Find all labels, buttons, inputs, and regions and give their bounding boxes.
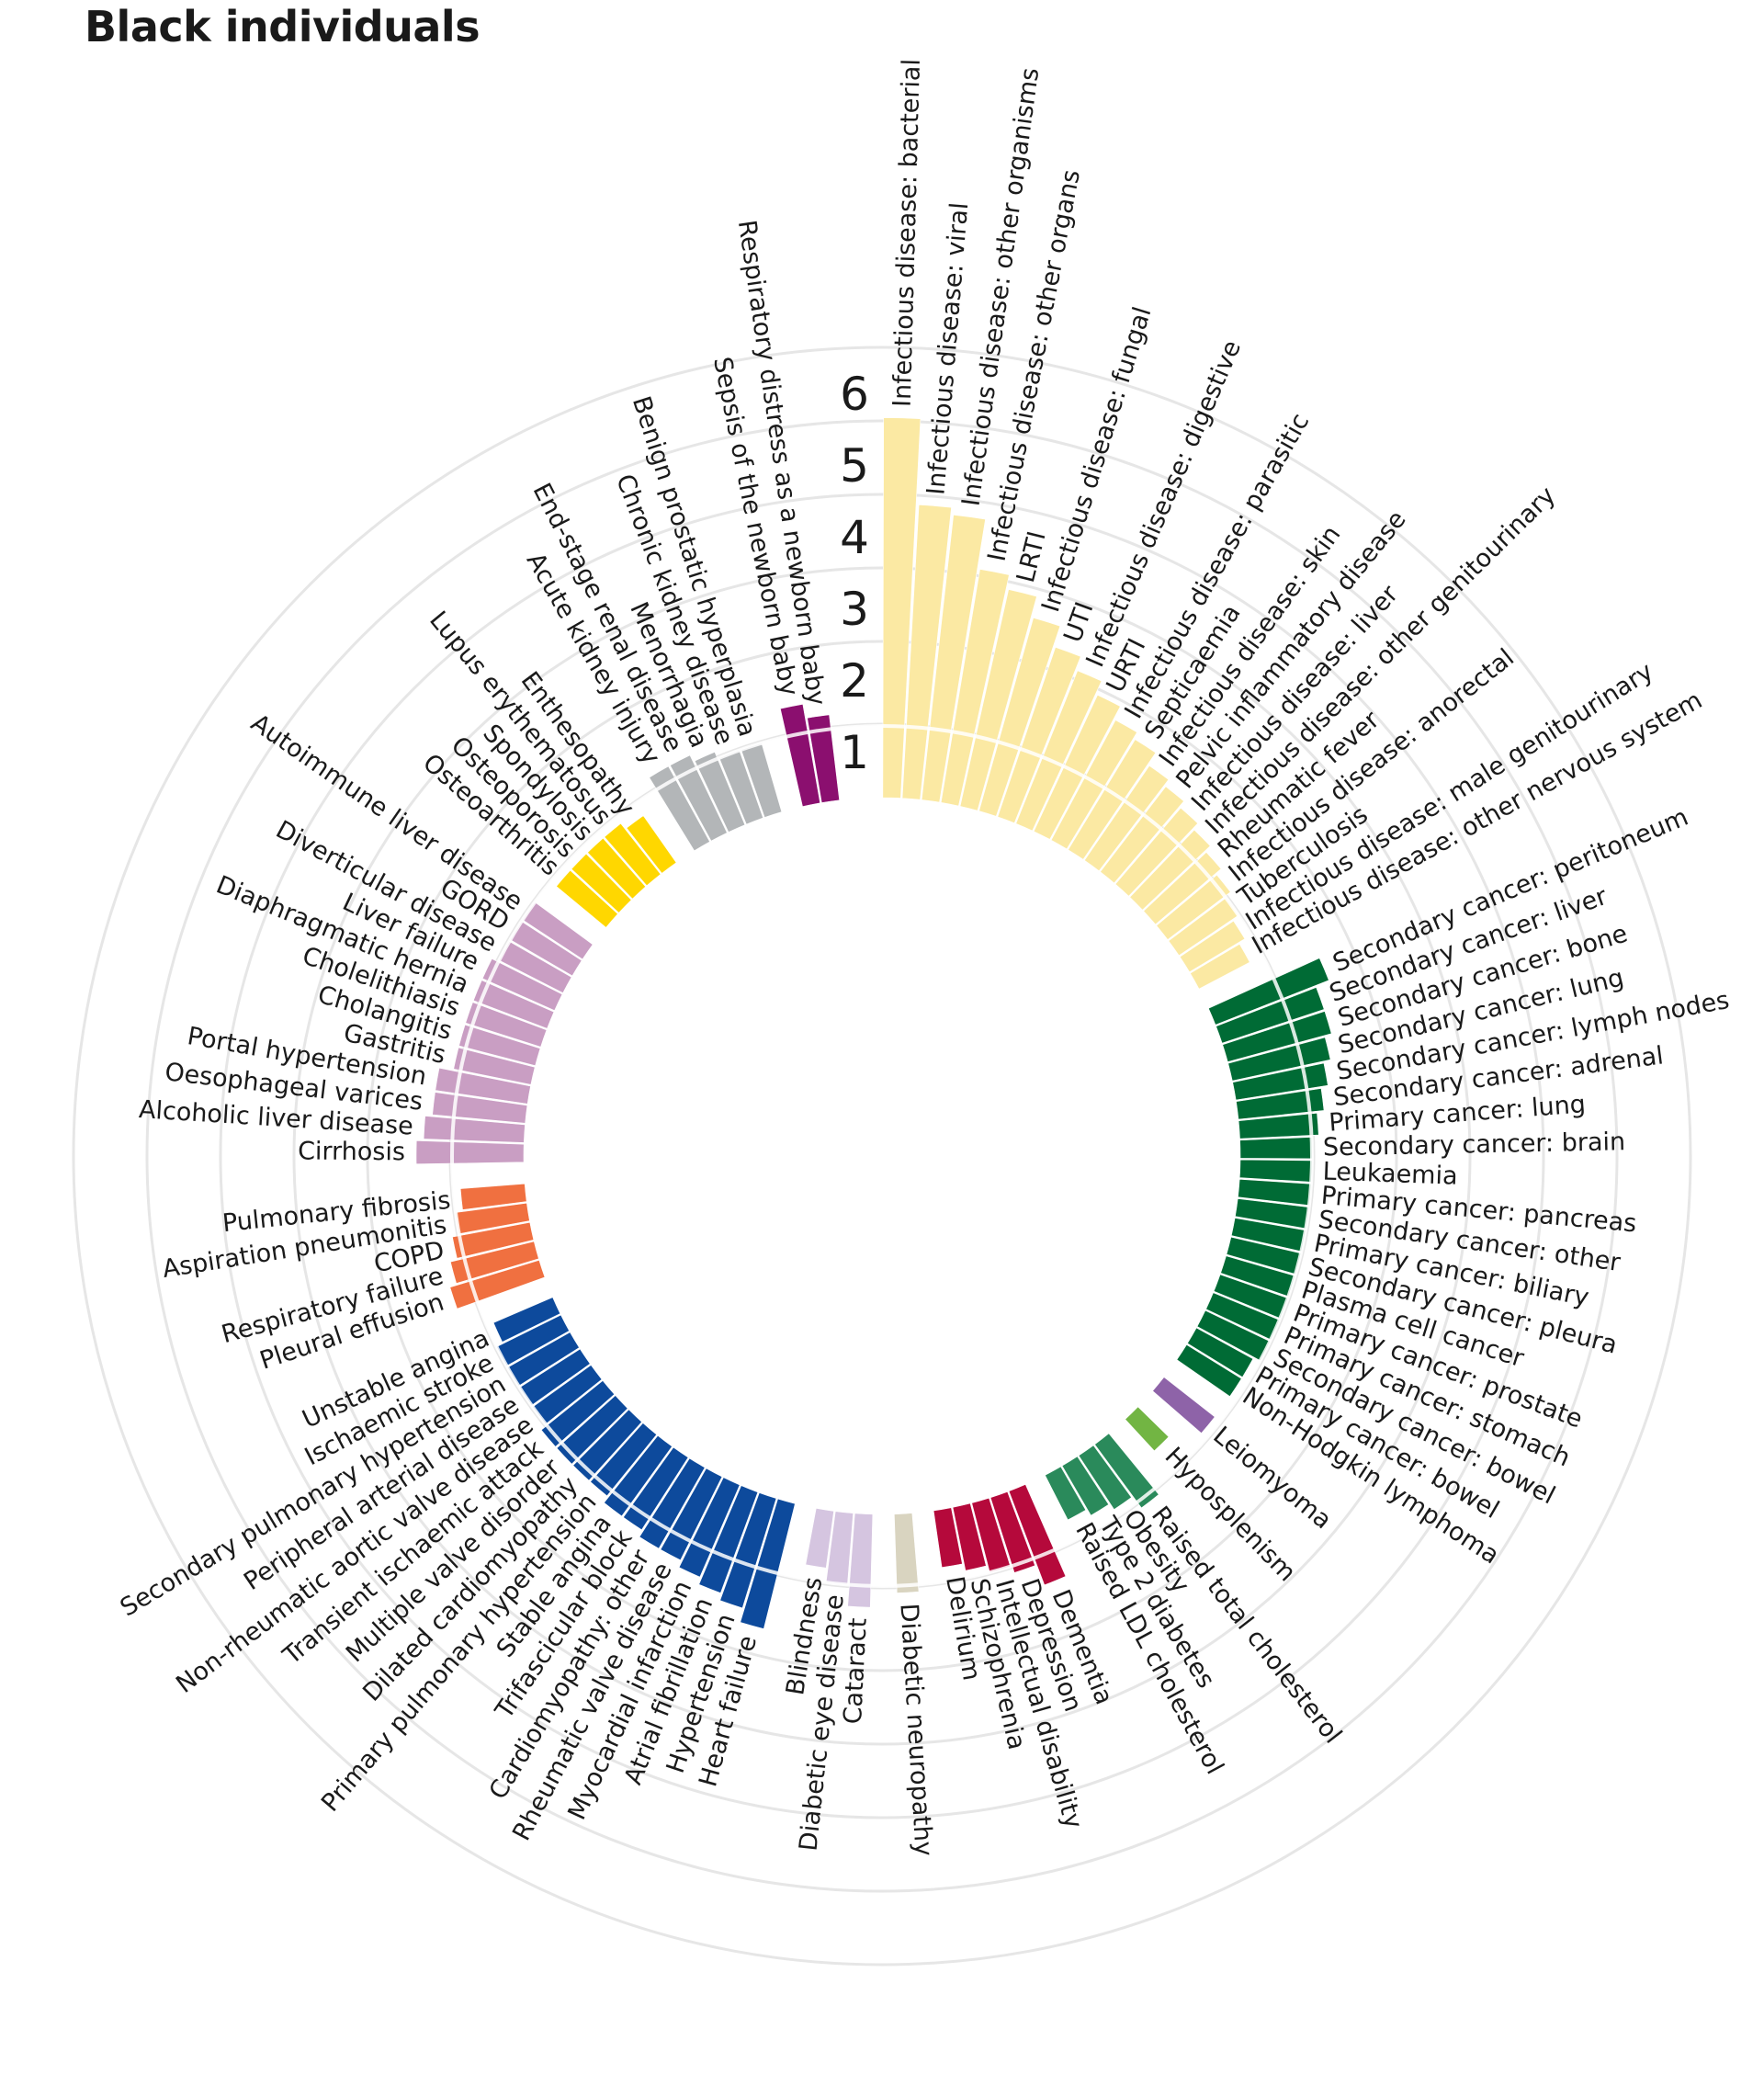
bar-infectious-disease-fungal (978, 617, 1061, 817)
label-cirrhosis: Cirrhosis (298, 1138, 405, 1167)
bar-raised-ldl-cholesterol (1045, 1466, 1087, 1521)
bar-copd (452, 1221, 535, 1259)
bar-infectious-disease-bacterial (882, 417, 922, 799)
bar-lrti (959, 589, 1037, 811)
bar-obesity (1078, 1445, 1132, 1511)
bars-layer (415, 417, 1332, 1629)
bar-primary-pulmonary-hypertension (590, 1423, 658, 1497)
bar-secondary-cancer-bone (1222, 1011, 1332, 1062)
bar-dementia (1008, 1483, 1067, 1586)
bar-lupus-erythematosus (604, 822, 662, 887)
bar-atrial-fibrillation (698, 1485, 759, 1593)
bar-infectious-disease-digestive (1015, 670, 1102, 832)
bar-pulmonary-fibrosis (459, 1183, 527, 1210)
tick-2: 2 (840, 654, 869, 708)
bar-respiratory-failure (449, 1241, 539, 1284)
tick-5: 5 (840, 439, 869, 493)
bar-non-hodgkin-lymphoma (1176, 1343, 1242, 1397)
tick-6: 6 (840, 368, 869, 421)
bar-infectious-disease-skin (1083, 765, 1170, 872)
tick-1: 1 (840, 726, 869, 779)
bar-leiomyoma (1152, 1377, 1216, 1434)
grid-ring-5 (145, 419, 1619, 1893)
bar-osteoporosis (571, 853, 632, 913)
bar-alcoholic-liver-disease (423, 1116, 526, 1143)
label-secondary-cancer-brain: Secondary cancer: brain (1323, 1128, 1626, 1162)
bar-type-2-diabetes (1061, 1456, 1110, 1516)
bar-rheumatic-valve-disease (660, 1468, 723, 1561)
chart-title: Black individuals (85, 2, 481, 51)
bar-hyposplenism (1125, 1406, 1170, 1452)
bar-infectious-disease-anorectal (1156, 874, 1231, 940)
bar-unstable-angina (492, 1297, 561, 1343)
bar-sepsis-of-the-newborn-baby (779, 703, 821, 808)
bar-secondary-cancer-peritoneum (1207, 958, 1329, 1026)
value-1-ring (450, 724, 1314, 1588)
bar-cholelithiasis (465, 1002, 548, 1048)
bar-heart-failure (740, 1498, 796, 1629)
tick-3: 3 (840, 583, 869, 636)
bar-primary-cancer-bowel (1187, 1327, 1254, 1378)
bar-schizophrenia (952, 1502, 987, 1571)
bar-menorrhagia (694, 752, 746, 833)
bar-secondary-cancer-liver (1216, 987, 1325, 1044)
bar-dilated-cardiomyopathy (572, 1409, 642, 1481)
bar-enthesopathy (626, 815, 677, 874)
bar-uti (997, 646, 1081, 824)
bar-diabetic-neuropathy (894, 1513, 920, 1593)
bar-respiratory-distress-as-a-newborn-baby (807, 714, 840, 803)
label-infectious-disease-bacterial: Infectious disease: bacterial (888, 59, 926, 408)
bar-blindness (805, 1507, 834, 1569)
bar-hypertension (719, 1492, 777, 1609)
bar-cardiomyopathy-other (639, 1457, 706, 1549)
bar-leukaemia (1238, 1159, 1313, 1183)
bar-acute-kidney-injury (649, 765, 710, 852)
bar-diaphragmatic-hernia (472, 980, 555, 1029)
bar-infectious-disease-parasitic (1050, 720, 1137, 850)
bar-infectious-disease-male-genitourinary (1179, 920, 1246, 973)
bar-cirrhosis (415, 1140, 525, 1165)
bar-primary-cancer-lung (1238, 1112, 1319, 1139)
tick-4: 4 (840, 511, 869, 564)
grid-ring-3 (292, 566, 1472, 1746)
bar-cholangitis (458, 1024, 541, 1067)
bar-end-stage-renal-disease (670, 754, 728, 842)
bar-osteoarthritis (556, 869, 618, 928)
bar-myocardial-infarction (678, 1477, 741, 1578)
bar-infectious-disease-other-organs (940, 569, 1010, 807)
bar-transient-ischaemic-attack (540, 1379, 616, 1447)
bar-gastritis (453, 1047, 536, 1085)
bar-raised-total-cholesterol (1094, 1433, 1159, 1509)
bar-delirium (933, 1507, 963, 1569)
grid-ring-6 (72, 346, 1692, 1967)
bar-secondary-cancer-adrenal (1236, 1088, 1325, 1120)
bar-depression (989, 1491, 1035, 1573)
label-cataract: Cataract (839, 1617, 873, 1725)
bar-infectious-disease-other-genitourinary (1129, 829, 1211, 911)
bar-secondary-cancer-brain (1239, 1137, 1313, 1160)
tick-labels: 1 2 3 4 5 6 (840, 368, 869, 779)
bar-pelvic-inflammatory-disease (1100, 786, 1184, 884)
bar-liver-failure (481, 958, 563, 1012)
bar-spondylosis (587, 837, 647, 900)
bar-urti (1033, 694, 1121, 840)
grid-ring-4 (219, 493, 1545, 1819)
bar-infectious-disease-liver (1114, 807, 1199, 897)
bar-secondary-cancer-lung (1227, 1037, 1331, 1082)
grid-ring-2 (366, 640, 1398, 1672)
bar-multiple-valve-disorder (556, 1395, 628, 1465)
label-diabetic-neuropathy: Diabetic neuropathy (894, 1603, 937, 1857)
bar-infectious-disease-other-nervous-system (1190, 943, 1250, 990)
bar-septicaemia (1068, 739, 1157, 860)
label-leukaemia: Leukaemia (1322, 1158, 1458, 1191)
